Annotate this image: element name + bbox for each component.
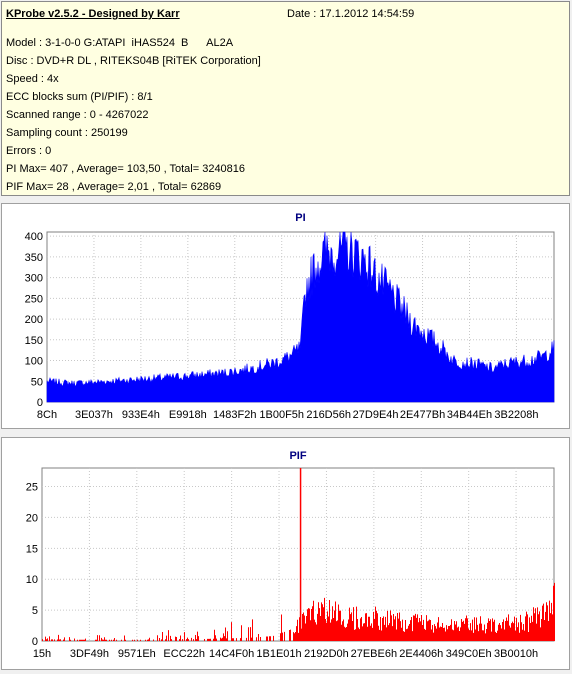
y-tick-label: 5 <box>32 605 38 617</box>
x-tick-label: 2E477Bh <box>400 409 445 421</box>
x-tick-label: 3B0010h <box>494 648 538 660</box>
x-tick-label: 933E4h <box>122 409 160 421</box>
info-pif-stats: PIF Max= 28 , Average= 2,01 , Total= 628… <box>6 181 222 193</box>
x-tick-label: ECC22h <box>163 648 205 660</box>
info-speed: Speed : 4x <box>6 73 59 85</box>
info-errors: Errors : 0 <box>6 145 52 157</box>
x-tick-label: 27EBE6h <box>351 648 397 660</box>
y-tick-label: 0 <box>32 636 38 648</box>
x-tick-label: 349C0Eh <box>446 648 492 660</box>
x-tick-label: 1B1E01h <box>256 648 301 660</box>
y-tick-label: 50 <box>31 376 43 388</box>
pif-chart: PIF 0 5 10 15 20 25 15h 3DF49h 9571Eh ECC22h 14C4F0… <box>26 450 555 660</box>
pi-series-area <box>46 231 555 403</box>
x-tick-label: 1B00F5h <box>259 409 304 421</box>
chart-title: PIF <box>289 450 306 462</box>
y-tick-label: 200 <box>25 314 43 326</box>
x-tick-label: E9918h <box>169 409 207 421</box>
y-tick-label: 15 <box>26 543 38 555</box>
y-tick-label: 100 <box>25 356 43 368</box>
pi-chart: PI 0 50 100 150 200 250 300 350 400 8Ch 3E037h 933E4… <box>25 212 555 421</box>
y-tick-label: 150 <box>25 335 43 347</box>
pi-chart-panel: PI 0 50 100 150 200 250 300 350 400 8Ch 3E037h 933E4… <box>1 203 570 429</box>
x-tick-label: 8Ch <box>37 409 57 421</box>
x-tick-label: 3DF49h <box>70 648 109 660</box>
info-range: Scanned range : 0 - 4267022 <box>6 109 149 121</box>
x-tick-label: 216D56h <box>306 409 351 421</box>
pif-chart-panel: PIF 0 5 10 15 20 25 15h 3DF49h 9571Eh ECC22h 14C4F0… <box>1 437 570 670</box>
y-tick-label: 350 <box>25 252 43 264</box>
x-tick-label: 27D9E4h <box>353 409 399 421</box>
x-tick-label: 9571Eh <box>118 648 156 660</box>
x-tick-label: 15h <box>33 648 51 660</box>
y-tick-label: 250 <box>25 293 43 305</box>
x-tick-label: 34B44Eh <box>447 409 492 421</box>
info-sampling: Sampling count : 250199 <box>6 127 128 139</box>
info-panel: KProbe v2.5.2 - Designed by Karr Date : … <box>1 1 570 196</box>
plot-area <box>41 467 555 642</box>
x-tick-label: 1483F2h <box>213 409 256 421</box>
app-title: KProbe v2.5.2 - Designed by Karr <box>6 8 180 20</box>
scan-date: Date : 17.1.2012 14:54:59 <box>287 8 415 20</box>
pif-series-bars <box>42 582 555 641</box>
x-tick-label: 14C4F0h <box>209 648 254 660</box>
y-tick-label: 20 <box>26 512 38 524</box>
info-pi-stats: PI Max= 407 , Average= 103,50 , Total= 3… <box>6 163 246 175</box>
x-tick-label: 3B2208h <box>494 409 538 421</box>
y-tick-label: 400 <box>25 231 43 243</box>
x-tick-label: 2192D0h <box>304 648 349 660</box>
x-tick-label: 3E037h <box>75 409 113 421</box>
info-model: Model : 3-1-0-0 G:ATAPI iHAS524 B AL2A <box>6 37 234 49</box>
info-disc: Disc : DVD+R DL , RITEKS04B [RiTEK Corpo… <box>6 55 261 67</box>
y-tick-label: 25 <box>26 482 38 494</box>
chart-title: PI <box>295 212 305 224</box>
x-tick-label: 2E4406h <box>399 648 443 660</box>
y-tick-label: 300 <box>25 273 43 285</box>
info-ecc: ECC blocks sum (PI/PIF) : 8/1 <box>6 91 153 103</box>
y-tick-label: 10 <box>26 574 38 586</box>
y-tick-label: 0 <box>37 397 43 409</box>
